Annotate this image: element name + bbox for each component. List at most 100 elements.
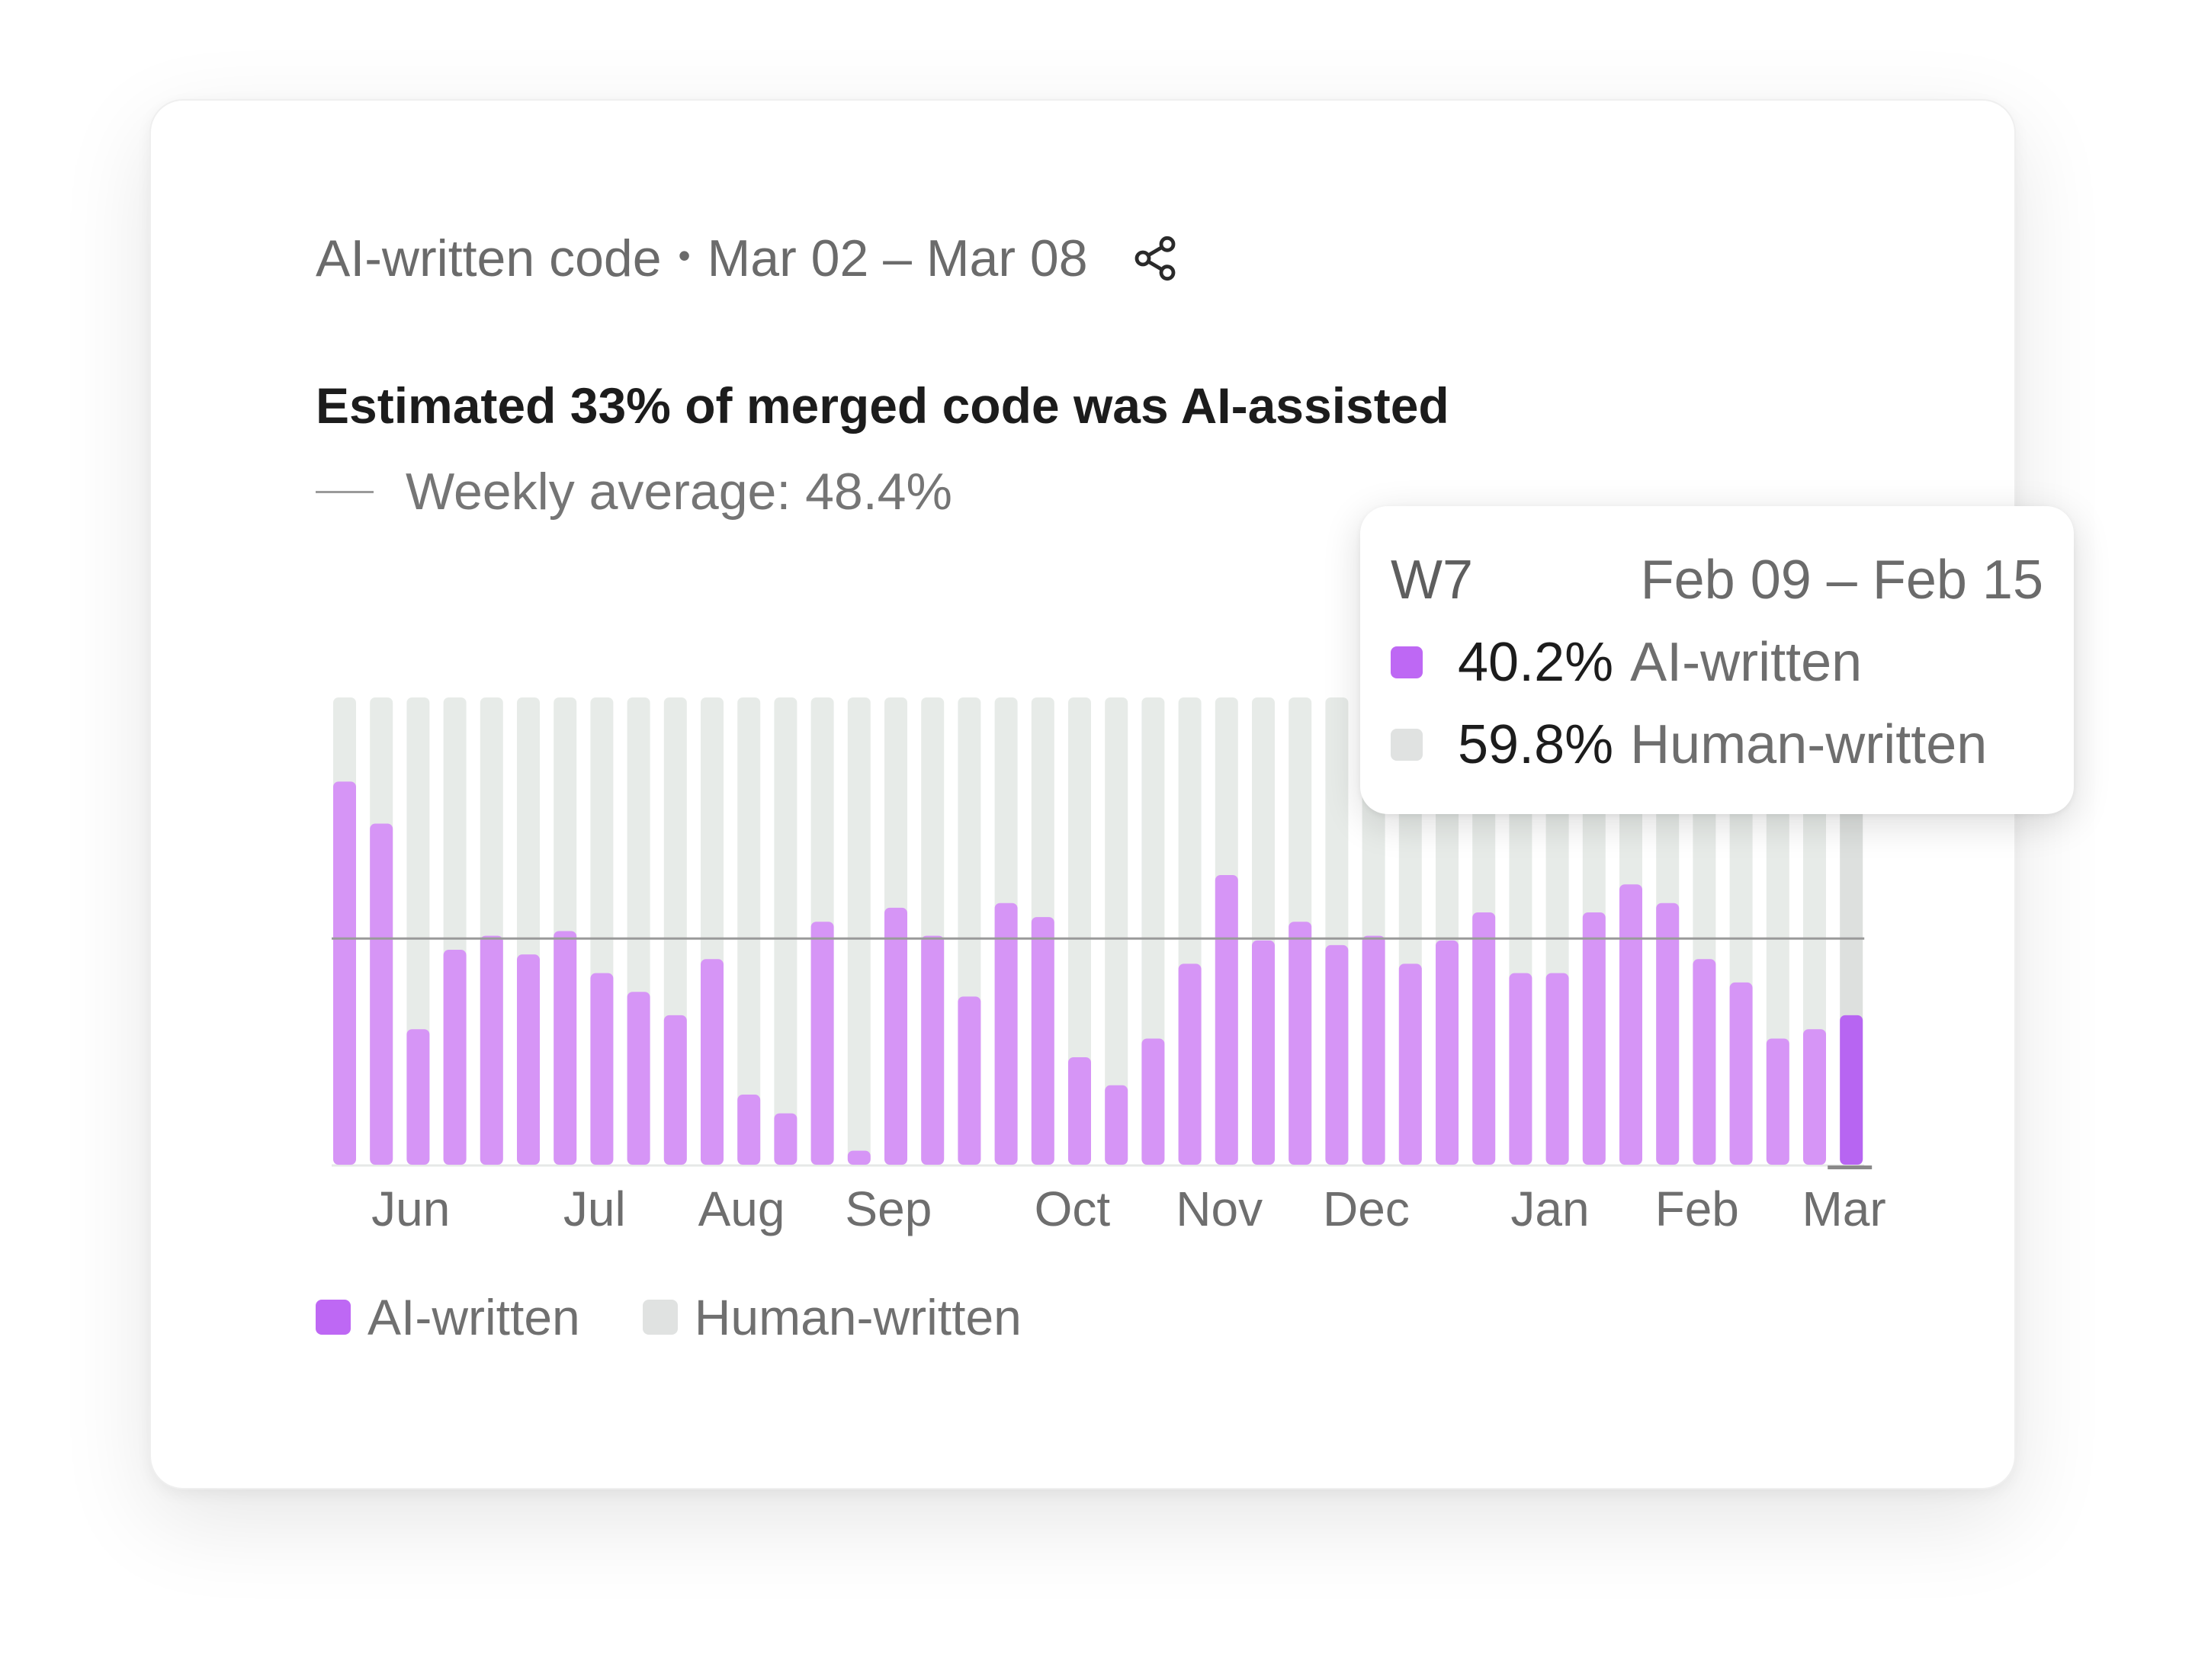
x-tick-label: Nov (1176, 1181, 1263, 1236)
tooltip-human-pct: 59.8% (1458, 714, 1614, 775)
bar-week-25[interactable] (1215, 697, 1238, 1165)
tooltip-range: Feb 09 – Feb 15 (1640, 550, 2043, 611)
bar-ai-21 (1068, 1057, 1091, 1165)
tooltip-header: W7 Feb 09 – Feb 15 (1391, 549, 2043, 611)
bar-week-21[interactable] (1068, 697, 1091, 1165)
bar-week-42[interactable] (1840, 697, 1863, 1165)
bar-ai-41 (1803, 1029, 1826, 1165)
bar-week-8[interactable] (590, 697, 614, 1165)
legend-item-human[interactable]: Human-written (642, 1288, 1022, 1346)
bar-week-9[interactable] (627, 697, 650, 1165)
bar-week-22[interactable] (1105, 697, 1128, 1165)
bar-week-39[interactable] (1729, 697, 1753, 1165)
bar-week-29[interactable] (1362, 697, 1385, 1165)
bar-ai-40 (1766, 1038, 1789, 1165)
date-range: Mar 02 – Mar 08 (707, 229, 1088, 287)
weekly-average-label: Weekly average: 48.4% (406, 463, 952, 521)
x-tick-label: Jan (1510, 1181, 1589, 1236)
bar-ai-31 (1436, 940, 1459, 1165)
bar-week-28[interactable] (1325, 697, 1349, 1165)
tooltip-swatch-ai (1391, 646, 1423, 678)
bar-week-16[interactable] (884, 697, 907, 1165)
bar-week-41[interactable] (1803, 697, 1826, 1165)
bar-ai-11 (701, 959, 724, 1165)
bar-ai-23 (1141, 1038, 1165, 1165)
x-tick-label: Oct (1035, 1181, 1111, 1236)
bar-week-31[interactable] (1436, 697, 1459, 1165)
bar-ai-22 (1105, 1085, 1128, 1165)
bar-human-13 (774, 697, 798, 1165)
bar-ai-32 (1472, 912, 1496, 1165)
bar-week-18[interactable] (958, 697, 981, 1165)
tooltip-ai-label: AI-written (1630, 632, 1863, 693)
x-tick-label: Jun (371, 1181, 450, 1236)
bar-week-2[interactable] (370, 697, 393, 1165)
legend-swatch-human (642, 1300, 678, 1335)
bar-ai-19 (994, 903, 1018, 1165)
bar-ai-26 (1252, 940, 1275, 1165)
bar-ai-33 (1509, 973, 1532, 1165)
bar-ai-17 (921, 935, 945, 1165)
bar-week-1[interactable] (333, 697, 356, 1165)
bar-ai-27 (1289, 922, 1312, 1165)
tooltip-week: W7 (1391, 550, 1473, 611)
chart-legend: AI-written Human-written (316, 1288, 1084, 1346)
bar-week-15[interactable] (847, 697, 871, 1165)
bar-week-37[interactable] (1656, 697, 1680, 1165)
bar-ai-8 (590, 973, 614, 1165)
bar-ai-25 (1215, 874, 1238, 1165)
bar-week-32[interactable] (1472, 697, 1496, 1165)
bar-human-22 (1105, 697, 1128, 1165)
bar-ai-13 (774, 1113, 798, 1165)
bar-human-21 (1068, 697, 1091, 1165)
bar-week-34[interactable] (1545, 697, 1569, 1165)
bar-ai-30 (1398, 963, 1422, 1165)
bar-ai-29 (1362, 935, 1385, 1165)
bar-week-5[interactable] (480, 697, 503, 1165)
bar-ai-14 (810, 922, 834, 1165)
bar-week-20[interactable] (1031, 697, 1054, 1165)
x-tick-label: Mar (1802, 1181, 1885, 1236)
bar-ai-15 (847, 1150, 871, 1165)
bar-week-12[interactable] (737, 697, 761, 1165)
bar-week-19[interactable] (994, 697, 1018, 1165)
bar-ai-5 (480, 935, 503, 1165)
header-separator: • (678, 236, 691, 275)
bar-week-33[interactable] (1509, 697, 1532, 1165)
bar-week-4[interactable] (443, 697, 467, 1165)
tooltip-human-label: Human-written (1630, 714, 1988, 775)
bar-ai-1 (333, 781, 356, 1165)
bar-ai-18 (958, 996, 981, 1165)
bar-ai-38 (1693, 959, 1716, 1165)
tooltip-swatch-human (1391, 729, 1423, 761)
x-tick-label: Aug (698, 1181, 785, 1236)
bar-week-35[interactable] (1582, 697, 1606, 1165)
bar-week-7[interactable] (554, 697, 577, 1165)
legend-item-ai[interactable]: AI-written (316, 1288, 580, 1346)
bar-week-40[interactable] (1766, 697, 1789, 1165)
bar-week-17[interactable] (921, 697, 945, 1165)
legend-label-human: Human-written (694, 1289, 1022, 1345)
share-icon[interactable] (1131, 234, 1179, 283)
bar-ai-37 (1656, 903, 1680, 1165)
bar-week-10[interactable] (663, 697, 687, 1165)
bar-week-23[interactable] (1141, 697, 1165, 1165)
bar-ai-35 (1582, 912, 1606, 1165)
bar-week-6[interactable] (517, 697, 540, 1165)
bar-week-24[interactable] (1178, 697, 1202, 1165)
bar-week-38[interactable] (1693, 697, 1716, 1165)
bar-week-26[interactable] (1252, 697, 1275, 1165)
bar-ai-24 (1178, 963, 1202, 1165)
bar-week-3[interactable] (406, 697, 430, 1165)
bar-ai-7 (554, 931, 577, 1165)
tooltip-row-human: 59.8% Human-written (1391, 713, 2043, 776)
bar-week-13[interactable] (774, 697, 798, 1165)
bar-week-27[interactable] (1289, 697, 1312, 1165)
card-title: AI-written code (316, 229, 662, 287)
bar-ai-28 (1325, 944, 1349, 1165)
bar-week-30[interactable] (1398, 697, 1422, 1165)
bar-week-14[interactable] (810, 697, 834, 1165)
bar-week-36[interactable] (1619, 697, 1642, 1165)
bar-week-11[interactable] (701, 697, 724, 1165)
